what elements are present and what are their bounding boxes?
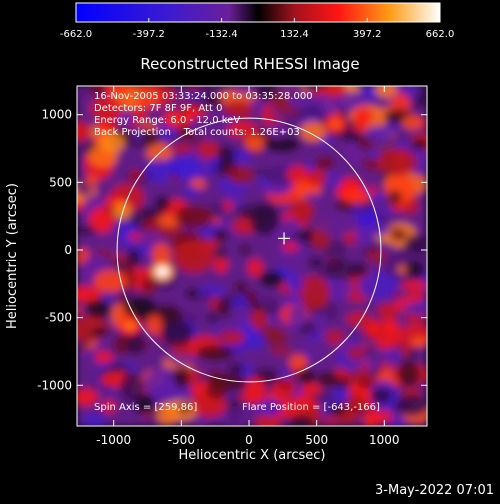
x-tick-label: 500 xyxy=(305,433,328,447)
colorbar-tick-label: 662.0 xyxy=(426,29,455,40)
bright-source xyxy=(156,266,169,277)
colorbar: -662.0 -397.2 -132.4 132.4 397.2 662.0 xyxy=(60,2,454,40)
x-tick-label: -500 xyxy=(168,433,195,447)
colorbar-ticks: -662.0 -397.2 -132.4 132.4 397.2 662.0 xyxy=(60,18,454,40)
y-tick-label: -1000 xyxy=(37,378,72,392)
y-tick-label: 0 xyxy=(64,243,72,257)
axis-ticks: -1000 -500 0 500 1000 -1000 -500 0 500 1000 xyxy=(37,86,427,447)
footer-date: 3-May-2022 07:01 xyxy=(375,483,494,498)
annotation-time-range: 16-Nov-2005 03:33:24.000 to 03:35:28.000 xyxy=(94,91,313,102)
colorbar-tick-label: -662.0 xyxy=(60,29,92,40)
colorbar-tick-label: 397.2 xyxy=(353,29,382,40)
annotation-spin-axis: Spin Axis = [259,86] xyxy=(94,402,197,413)
annotation-energy-range: Energy Range: 6.0 - 12.0 keV xyxy=(94,115,240,126)
y-tick-label: 500 xyxy=(49,175,72,189)
x-tick-label: 1000 xyxy=(369,433,400,447)
y-tick-label: -500 xyxy=(45,311,72,325)
bright-source xyxy=(123,320,136,331)
heatmap-image xyxy=(77,86,427,426)
colorbar-gradient xyxy=(76,3,440,22)
y-tick-label: 1000 xyxy=(41,108,72,122)
colorbar-tick-label: 132.4 xyxy=(280,29,309,40)
colorbar-tick-label: -132.4 xyxy=(205,29,237,40)
plot-area: -1000 -500 0 500 1000 -1000 -500 0 500 1000 xyxy=(37,85,428,447)
chart-title: Reconstructed RHESSI Image xyxy=(140,55,359,73)
bright-source xyxy=(167,113,180,124)
x-tick-label: -1000 xyxy=(96,433,131,447)
bright-source xyxy=(329,119,342,130)
bright-source xyxy=(367,323,380,334)
annotation-flare-position: Flare Position = [-643,-166] xyxy=(242,402,380,413)
plot-frame xyxy=(76,85,428,427)
annotation-detectors: Detectors: 7F 8F 9F, Att 0 xyxy=(94,103,222,114)
x-tick-label: 0 xyxy=(245,433,253,447)
annotation-method-counts: Back Projection Total counts: 1.26E+03 xyxy=(94,127,300,138)
colorbar-tick-label: -397.2 xyxy=(133,29,165,40)
y-axis-label: Heliocentric Y (arcsec) xyxy=(5,183,20,329)
colorbar-frame xyxy=(75,2,441,23)
flare-marker xyxy=(278,232,291,245)
solar-limb-circle xyxy=(116,117,382,383)
x-axis-label: Heliocentric X (arcsec) xyxy=(179,448,326,463)
